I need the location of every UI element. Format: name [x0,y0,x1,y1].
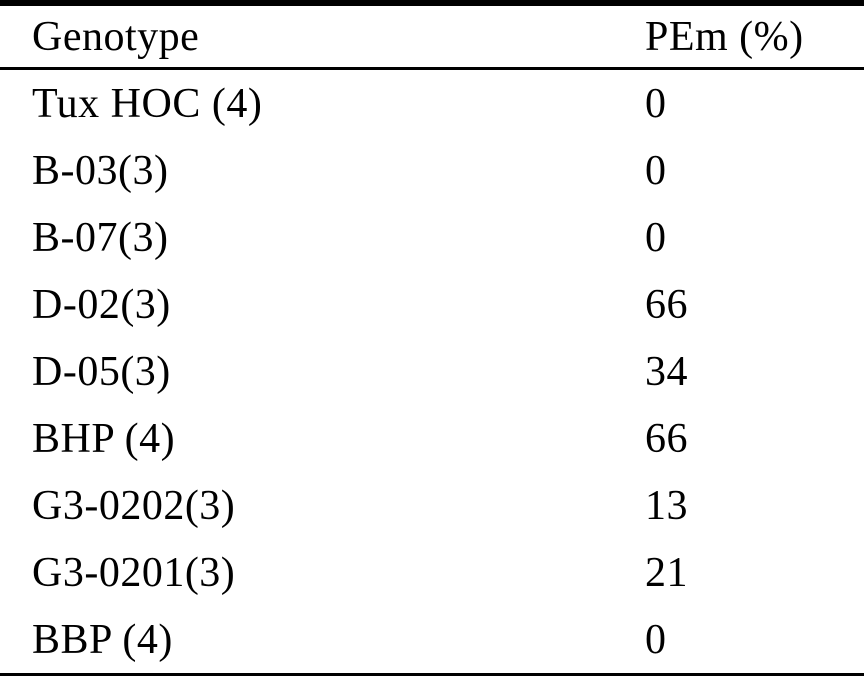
column-header-genotype: Genotype [32,13,200,60]
table-body: Tux HOC (4) 0 B-03(3) 0 B-07(3) 0 D-02(3… [0,70,864,673]
genotype-cell: Tux HOC (4) [32,80,263,127]
table-bottom-rule [0,673,864,676]
pem-cell: 13 [645,482,688,529]
genotype-cell: B-07(3) [32,214,169,261]
table-top-rule [0,0,864,6]
pem-cell: 21 [645,549,688,596]
table-row: D-02(3) 66 [0,271,864,338]
genotype-cell: BBP (4) [32,616,173,663]
pem-cell: 0 [645,214,667,261]
genotype-cell: BHP (4) [32,415,176,462]
table-row: G3-0202(3) 13 [0,472,864,539]
table-header-row: Genotype PEm (%) [0,6,864,67]
table-row: BHP (4) 66 [0,405,864,472]
column-header-pem: PEm (%) [645,13,804,60]
table-header-rule [0,67,864,70]
pem-cell: 34 [645,348,688,395]
genotype-cell: G3-0201(3) [32,549,236,596]
pem-cell: 66 [645,415,688,462]
table-row: D-05(3) 34 [0,338,864,405]
table-row: BBP (4) 0 [0,606,864,673]
table-row: B-03(3) 0 [0,137,864,204]
table-row: B-07(3) 0 [0,204,864,271]
pem-cell: 0 [645,616,667,663]
genotype-cell: D-02(3) [32,281,171,328]
genotype-cell: B-03(3) [32,147,169,194]
table-row: G3-0201(3) 21 [0,539,864,606]
genotype-cell: G3-0202(3) [32,482,236,529]
table-row: Tux HOC (4) 0 [0,70,864,137]
pem-cell: 0 [645,80,667,127]
genotype-cell: D-05(3) [32,348,171,395]
pem-cell: 0 [645,147,667,194]
pem-cell: 66 [645,281,688,328]
